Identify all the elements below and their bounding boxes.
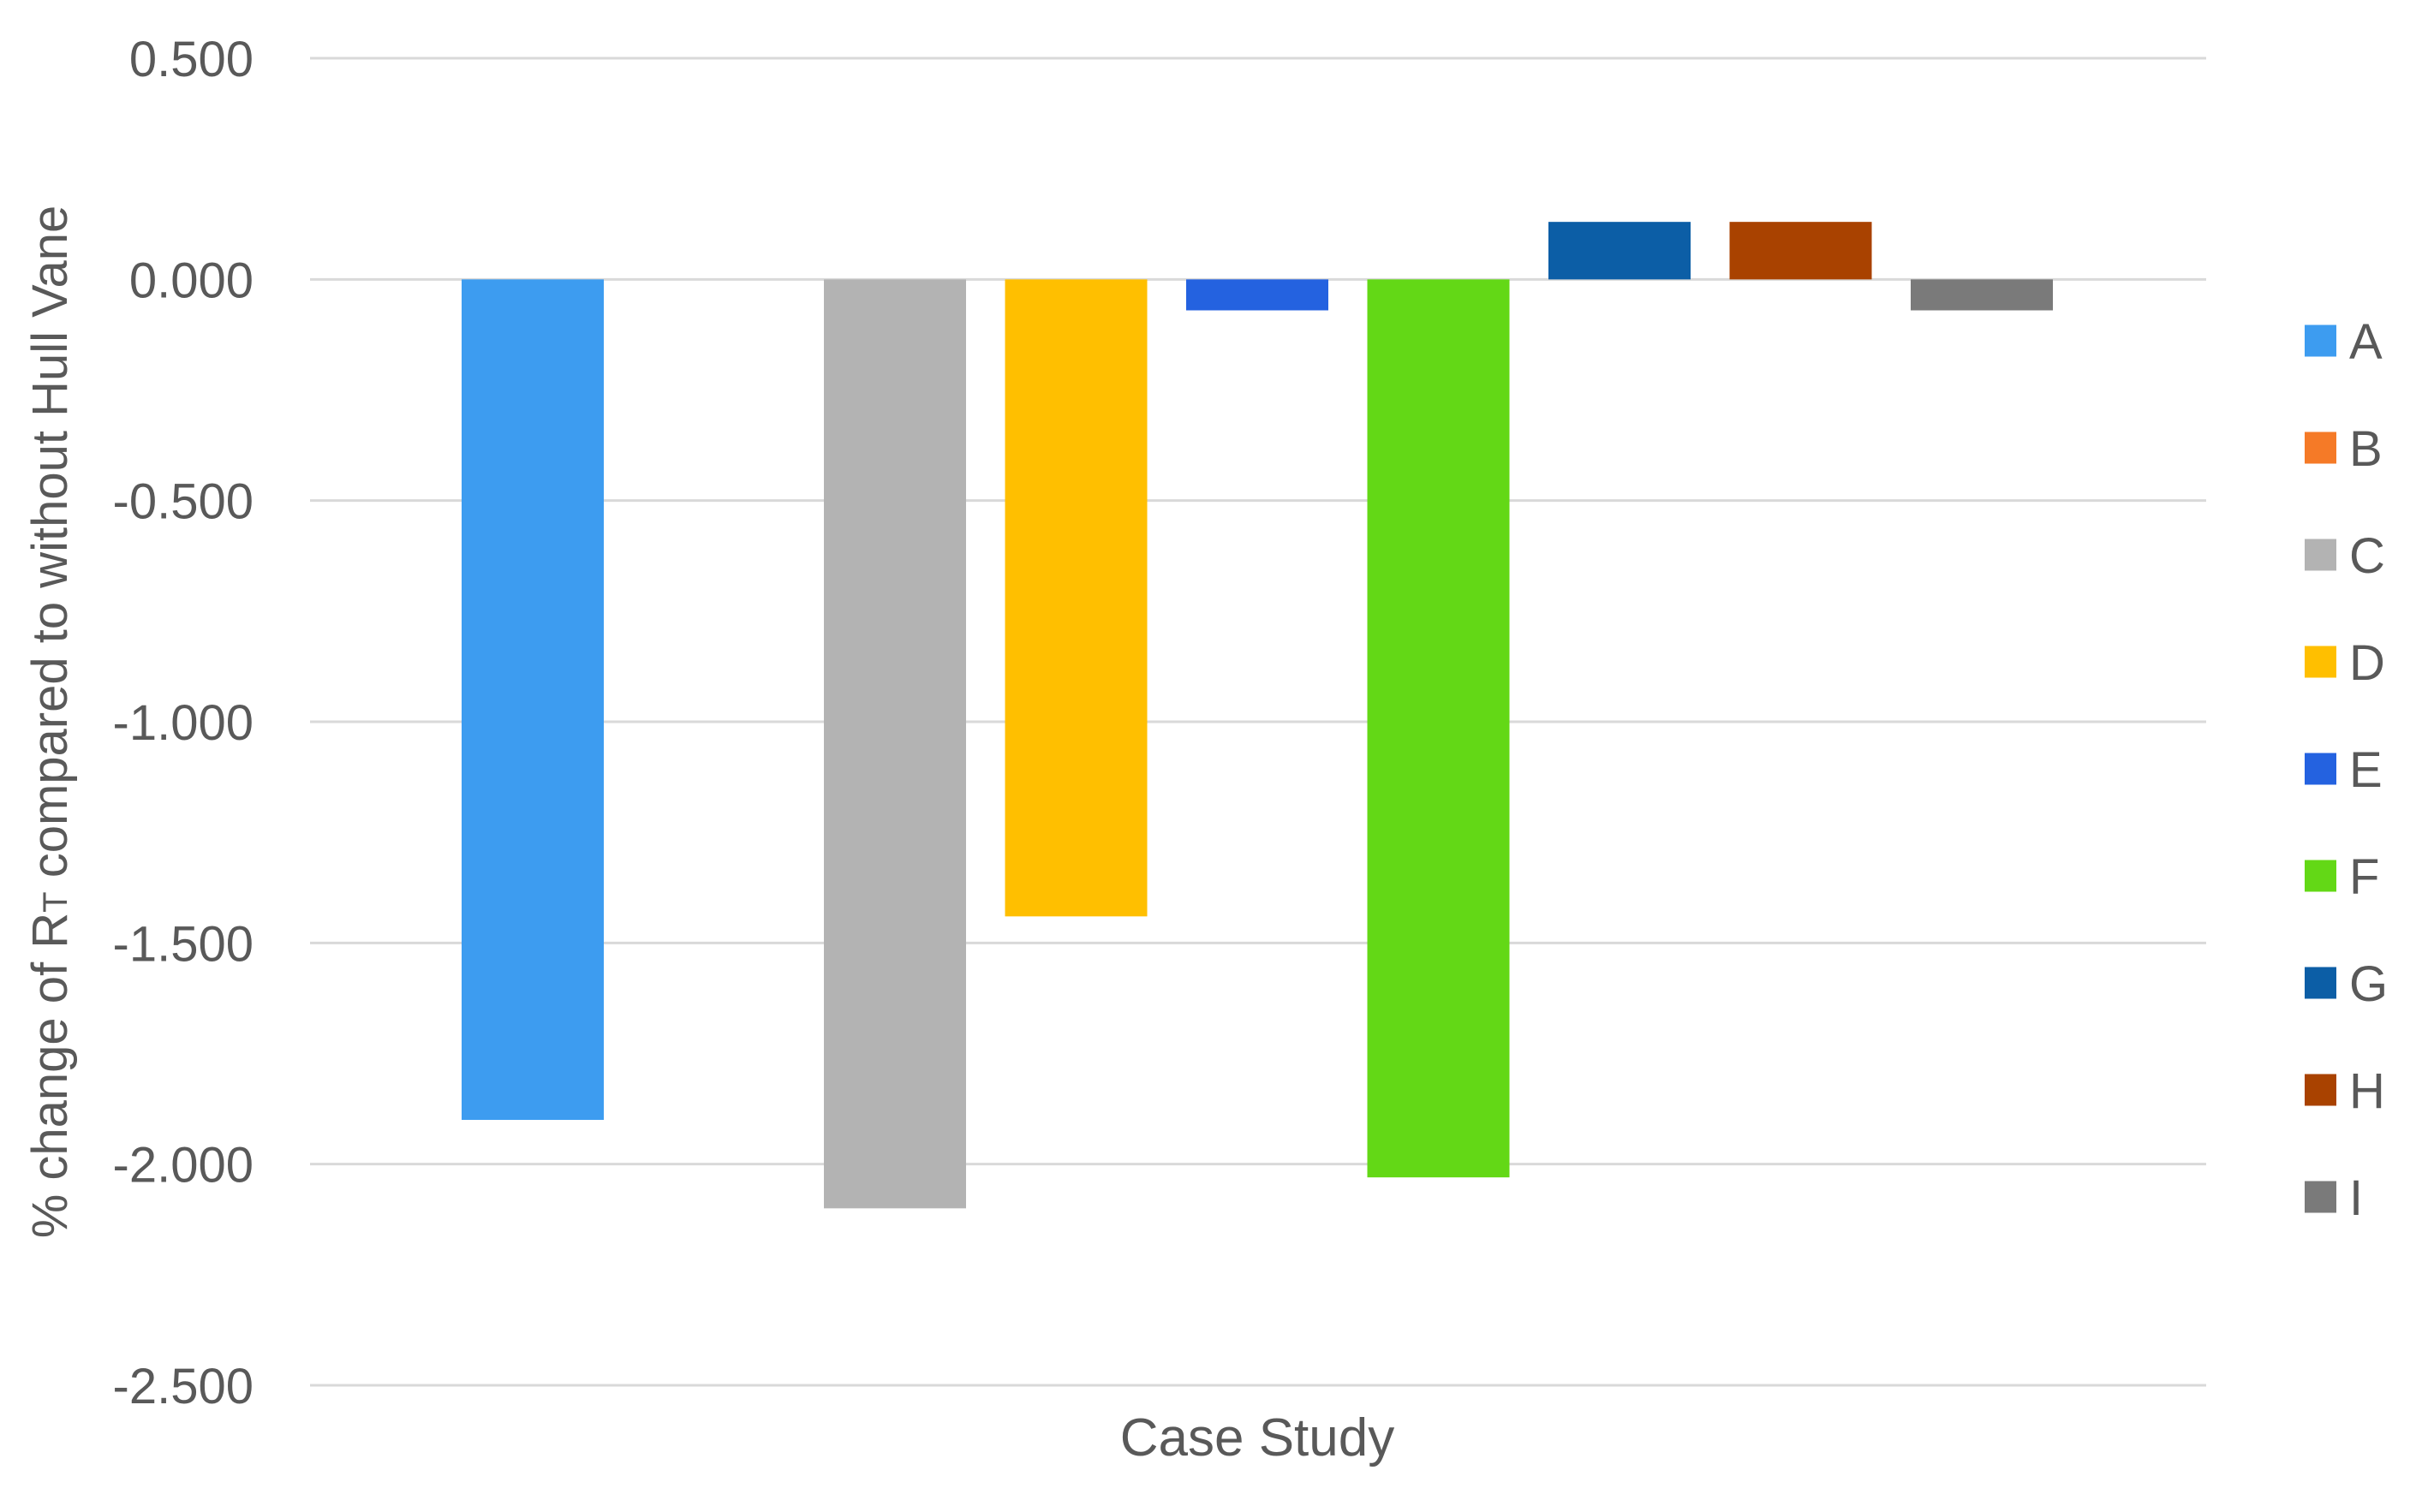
gridlines xyxy=(310,57,2206,1387)
legend-label-h: H xyxy=(2349,1063,2385,1119)
legend-label-g: G xyxy=(2349,956,2388,1012)
legend-swatch-c xyxy=(2305,539,2336,571)
legend-swatch-f xyxy=(2305,860,2336,892)
legend-swatch-d xyxy=(2305,646,2336,678)
legend-swatch-e xyxy=(2305,753,2336,785)
legend-label-a: A xyxy=(2349,314,2383,370)
bar-d xyxy=(1005,279,1148,917)
x-axis-title: Case Study xyxy=(1120,1408,1395,1467)
y-tick-label: -0.500 xyxy=(113,474,254,530)
y-axis-tick-labels: 0.500 0.000 -0.500 -1.000 -1.500 -2.000 -2.500 xyxy=(113,32,254,1414)
legend-label-b: B xyxy=(2349,421,2383,477)
y-tick-label: -1.500 xyxy=(113,916,254,972)
bar-g xyxy=(1548,222,1691,280)
legend-swatch-a xyxy=(2305,324,2336,357)
bar-f xyxy=(1367,279,1510,1178)
legend-swatch-b xyxy=(2305,432,2336,464)
legend-swatch-h xyxy=(2305,1074,2336,1106)
bar-i xyxy=(1911,279,2053,311)
legend-label-d: D xyxy=(2349,635,2385,691)
bars xyxy=(462,222,2053,1209)
bar-h xyxy=(1729,222,1872,280)
y-tick-label: -2.500 xyxy=(113,1359,254,1414)
y-tick-label: 0.500 xyxy=(129,32,254,87)
legend-label-e: E xyxy=(2349,742,2383,798)
legend-swatch-i xyxy=(2305,1181,2336,1213)
bar-e xyxy=(1186,279,1328,311)
legend-label-f: F xyxy=(2349,849,2379,905)
bar-c xyxy=(824,279,966,1209)
legend-swatch-g xyxy=(2305,967,2336,999)
y-tick-label: -2.000 xyxy=(113,1138,254,1194)
legend-label-i: I xyxy=(2349,1170,2363,1226)
bar-a xyxy=(462,279,604,1120)
legend-label-c: C xyxy=(2349,528,2385,584)
y-tick-label: 0.000 xyxy=(129,253,254,308)
y-tick-label: -1.000 xyxy=(113,695,254,751)
y-axis-title: % change of RT compared to without Hull … xyxy=(22,205,78,1239)
